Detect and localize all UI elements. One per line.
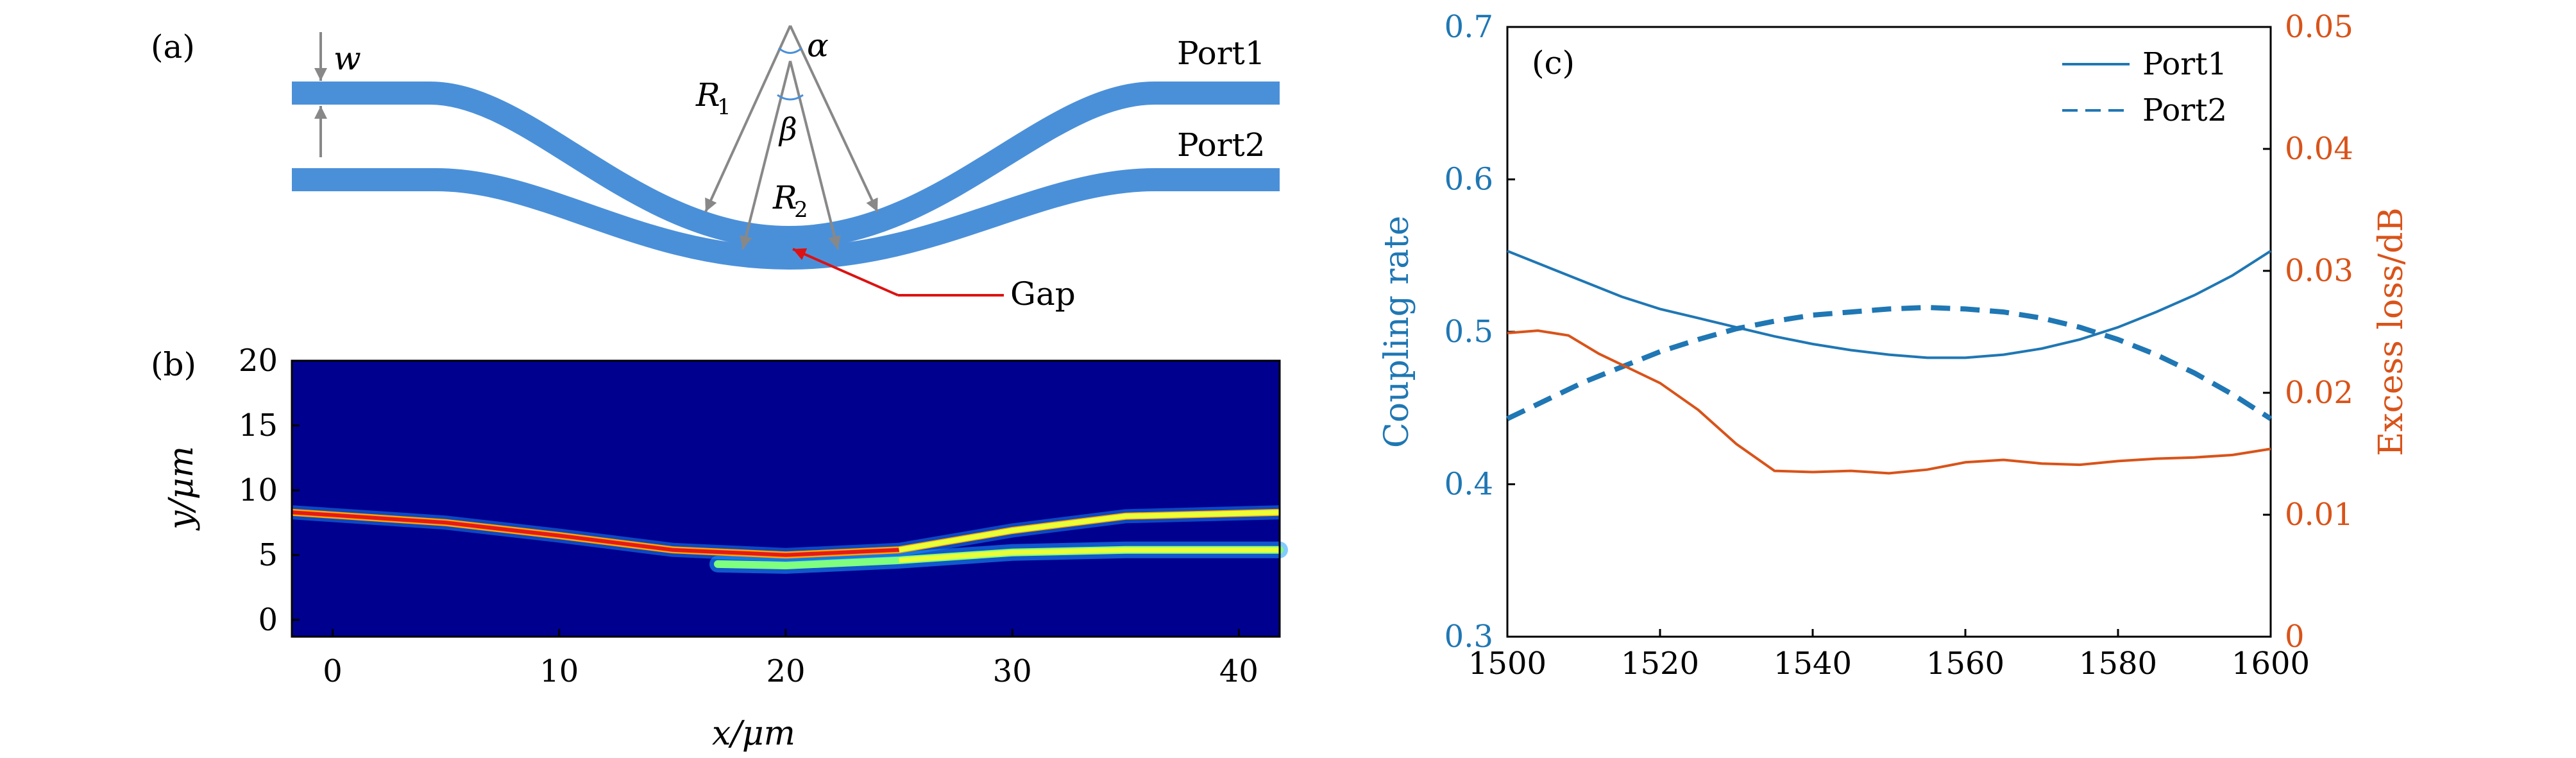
lower-waveguide	[292, 168, 1280, 270]
r1-label: R 1	[695, 76, 731, 120]
gap-annotation: Gap	[792, 248, 1076, 313]
r1-subscript: 1	[717, 94, 731, 120]
x-tick-label: 1520	[1621, 646, 1699, 682]
heatmap-y-tick-label: 5	[258, 537, 278, 573]
chart-legend: Port1 Port2	[2062, 46, 2227, 128]
panel-b-label: (b)	[151, 346, 196, 383]
x-tick-label: 1600	[2232, 646, 2310, 682]
r1-symbol: R	[695, 76, 720, 114]
left-axis-label: Coupling rate	[1378, 216, 1416, 448]
left-y-tick-label: 0.4	[1445, 467, 1493, 503]
beta-symbol: β	[778, 112, 797, 148]
upper-waveguide	[292, 82, 1280, 250]
heatmap-y-tick-label: 10	[239, 472, 278, 508]
heatmap-y-axis-label: y/μm	[162, 446, 201, 531]
heatmap-x-tick-label: 0	[323, 653, 343, 689]
heatmap-x-tick-label: 20	[766, 653, 805, 689]
heatmap-y-tick-label: 20	[239, 343, 278, 379]
port1-output-field	[898, 510, 1280, 553]
panel-a-schematic: (a) w α β R 1 R 2	[151, 25, 1280, 313]
right-y-tick-label: 0.01	[2285, 497, 2353, 533]
width-symbol: w	[334, 40, 361, 77]
left-y-tick-label: 0.6	[1445, 162, 1493, 198]
heatmap-y-tick-label: 0	[258, 602, 278, 638]
panel-a-label: (a)	[151, 28, 195, 65]
chart-ticks: 1500 1520 1540 1560 1580 1600 0.3 0.4 0.5 0.6 0.7 0…	[1445, 9, 2353, 682]
series-line-excess-loss	[1507, 329, 2271, 475]
right-y-tick-label: 0.04	[2285, 131, 2353, 167]
panel-c-label: (c)	[1532, 44, 1575, 82]
x-tick-label: 1540	[1774, 646, 1852, 682]
width-indicator: w	[314, 32, 361, 157]
right-y-tick-label: 0.02	[2285, 375, 2353, 411]
r2-symbol: R	[772, 179, 797, 216]
alpha-symbol: α	[807, 27, 829, 64]
heatmap-background	[292, 361, 1280, 637]
heatmap-x-tick-label: 10	[539, 653, 579, 689]
panel-c-coupling-chart: (c) 1500 1520 1540 1560 1580 1600 0.3 0.4 0.5 0.6…	[1378, 9, 2411, 682]
field-propagation-paths	[291, 505, 1288, 574]
r2-label: R 2	[772, 179, 808, 223]
panel-b-field-map: (b) 0 10 20 30 40 0 5 10 15 20 x/μm y/μm	[151, 343, 1288, 753]
left-y-tick-label: 0.7	[1445, 9, 1493, 45]
radius-arrows	[704, 25, 879, 250]
left-y-tick-label: 0.5	[1445, 314, 1493, 350]
right-y-tick-label: 0.03	[2285, 253, 2353, 289]
series-line-port1	[1507, 250, 2272, 359]
port2-output-field	[899, 547, 1280, 563]
x-tick-label: 1560	[1926, 646, 2004, 682]
legend-label-port2: Port2	[2142, 92, 2227, 128]
right-axis-label: Excess loss/dB	[2372, 207, 2411, 456]
chart-series	[1506, 250, 2273, 475]
heatmap-x-axis-label: x/μm	[712, 714, 795, 753]
heatmap-ticks: 0 10 20 30 40 0 5 10 15 20	[239, 343, 1258, 689]
right-y-tick-label: 0.05	[2285, 9, 2353, 45]
gap-label: Gap	[1010, 275, 1076, 313]
r2-subscript: 2	[794, 197, 808, 223]
port1-label: Port1	[1177, 35, 1266, 72]
heatmap-x-tick-label: 30	[993, 653, 1032, 689]
heatmap-y-tick-label: 15	[239, 408, 278, 444]
series-line-port2	[1506, 304, 2273, 422]
left-y-tick-label: 0.3	[1445, 619, 1493, 655]
port2-label: Port2	[1177, 126, 1266, 164]
legend-label-port1: Port1	[2142, 46, 2227, 82]
x-tick-label: 1580	[2079, 646, 2157, 682]
x-tick-label: 1500	[1468, 646, 1546, 682]
heatmap-x-tick-label: 40	[1219, 653, 1258, 689]
right-y-tick-label: 0	[2285, 619, 2305, 655]
